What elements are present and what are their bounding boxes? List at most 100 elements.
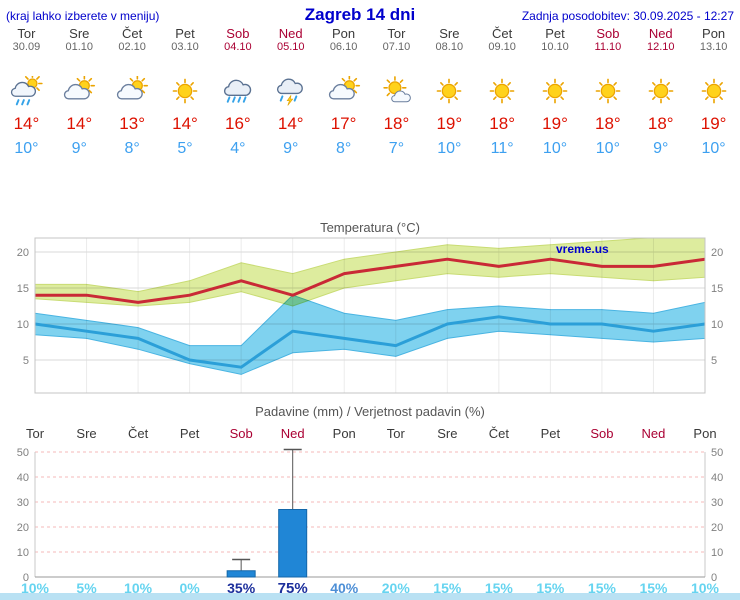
forecast-day[interactable]: Sre 01.10 14° 9° <box>53 26 106 158</box>
day-label: Tor <box>387 426 406 441</box>
forecast-day[interactable]: Čet 02.10 13° 8° <box>106 26 159 158</box>
probability-label: 15% <box>588 580 617 596</box>
day-name: Tor <box>387 26 406 41</box>
forecast-day[interactable]: Sob 11.10 18° 10° <box>581 26 634 158</box>
day-name: Pon <box>332 26 356 41</box>
sunny-icon <box>701 78 726 104</box>
precip-bar <box>278 509 308 578</box>
day-date: 01.10 <box>65 41 94 53</box>
y-axis-label: 10 <box>711 319 723 331</box>
day-date: 30.09 <box>12 41 41 53</box>
day-date: 07.10 <box>382 41 411 53</box>
partly-cloudy-icon <box>328 76 360 100</box>
probability-label: 35% <box>227 580 256 596</box>
forecast-day[interactable]: Pon 06.10 17° 8° <box>317 26 370 158</box>
forecast-day[interactable]: Pet 10.10 19° 10° <box>529 26 582 158</box>
day-date: 06.10 <box>329 41 358 53</box>
temp-max: 18° <box>647 114 674 133</box>
y-axis-label: 5 <box>711 355 717 367</box>
mostly-sunny-icon <box>383 76 412 103</box>
day-date: 10.10 <box>541 41 569 53</box>
rain-icon <box>223 79 252 103</box>
forecast-day[interactable]: Ned 12.10 18° 9° <box>634 26 687 158</box>
day-date: 12.10 <box>646 41 675 53</box>
temp-max: 17° <box>330 114 357 133</box>
forecast-day[interactable]: Tor 07.10 18° 7° <box>370 26 423 158</box>
probability-label: 75% <box>278 580 308 597</box>
temp-max: 19° <box>436 114 463 133</box>
partly-cloudy-icon <box>117 76 149 100</box>
day-label: Pet <box>541 426 561 441</box>
forecast-day[interactable]: Pon 13.10 19° 10° <box>687 26 740 158</box>
y-axis-label: 10 <box>711 547 723 559</box>
footer-strip <box>0 593 740 600</box>
y-axis-label: 15 <box>711 283 723 295</box>
temp-max-band <box>35 238 705 307</box>
day-name: Pet <box>175 26 195 41</box>
temp-min: 10° <box>542 140 568 157</box>
temp-max: 19° <box>542 114 568 133</box>
forecast-day[interactable]: Ned 05.10 14° 9° <box>264 26 317 158</box>
y-axis-label: 40 <box>711 472 723 484</box>
temp-max: 13° <box>119 114 145 133</box>
precip-bar <box>226 570 256 578</box>
temp-min: 9° <box>283 140 299 157</box>
y-axis-label: 10 <box>17 547 29 559</box>
plot-border <box>34 237 706 394</box>
day-label: Ned <box>281 426 305 441</box>
precipitation-chart-title: Padavine (mm) / Verjetnost padavin (%) <box>255 404 485 419</box>
probability-label: 20% <box>382 580 411 596</box>
day-label: Tor <box>26 426 45 441</box>
forecast-day[interactable]: Pet 03.10 14° 5° <box>159 26 212 158</box>
y-axis-label: 0 <box>23 572 29 584</box>
day-date: 05.10 <box>276 41 305 53</box>
temp-min-line <box>35 315 705 369</box>
probability-label: 10% <box>691 580 720 596</box>
sunny-icon <box>172 78 198 104</box>
day-name: Sob <box>596 26 620 41</box>
partly-cloudy-icon <box>64 76 96 100</box>
temp-max: 18° <box>595 114 621 133</box>
probability-label: 0% <box>179 580 200 596</box>
last-updated: Zadnja posodobitev: 30.09.2025 - 12:27 <box>521 9 734 23</box>
probability-label: 40% <box>330 580 359 596</box>
day-name: Sre <box>69 26 90 41</box>
day-label: Sre <box>437 426 457 441</box>
sunny-icon <box>436 78 462 104</box>
y-axis-label: 20 <box>711 247 723 259</box>
sunny-icon <box>542 78 568 104</box>
temp-min: 10° <box>701 140 726 157</box>
probability-label: 15% <box>485 580 514 596</box>
probability-label: 15% <box>536 580 565 596</box>
y-axis-label: 40 <box>17 472 29 484</box>
forecast-day[interactable]: Čet 09.10 18° 11° <box>476 26 529 158</box>
temp-max-line <box>35 257 705 304</box>
temp-min: 9° <box>71 140 87 157</box>
forecast-day[interactable]: Sob 04.10 16° 4° <box>211 26 264 158</box>
sunny-icon <box>489 78 515 104</box>
probability-label: 10% <box>124 580 153 596</box>
temp-max: 14° <box>13 114 40 133</box>
day-label: Sob <box>230 426 253 441</box>
day-label: Pet <box>180 426 200 441</box>
probability-label: 5% <box>76 580 97 596</box>
y-axis-label: 50 <box>17 447 29 459</box>
probability-label: 15% <box>639 580 668 596</box>
day-name: Ned <box>648 26 673 41</box>
temp-min: 9° <box>653 140 669 157</box>
temp-min: 8° <box>335 140 352 157</box>
temp-min: 4° <box>230 140 246 157</box>
forecast-day[interactable]: Sre 08.10 19° 10° <box>423 26 476 158</box>
day-name: Tor <box>17 26 36 41</box>
forecast-day[interactable]: Tor 30.09 14° 10° <box>0 26 53 158</box>
day-name: Pet <box>545 26 565 41</box>
y-axis-label: 20 <box>711 522 723 534</box>
thunder-rain-icon <box>276 78 303 106</box>
temp-min: 11° <box>490 140 514 157</box>
temp-min-band <box>35 294 705 375</box>
temp-max: 14° <box>66 114 93 133</box>
probability-label: 15% <box>433 580 462 596</box>
day-name: Sob <box>226 26 250 41</box>
shower-icon <box>11 76 44 106</box>
